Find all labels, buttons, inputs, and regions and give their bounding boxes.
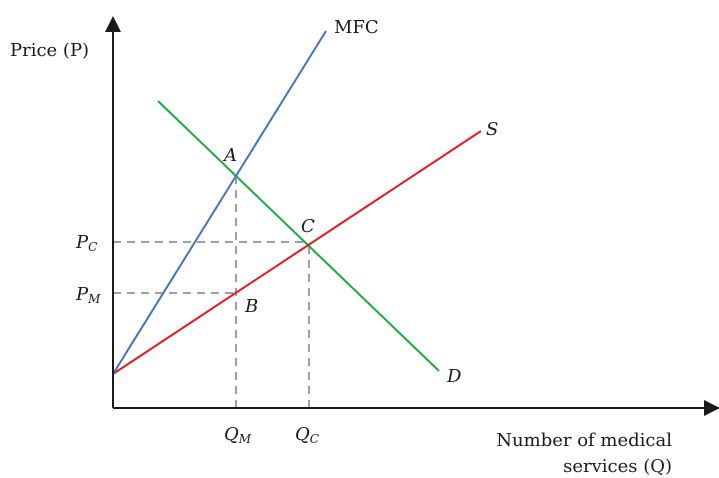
qm-tick-label: QM [224,424,252,446]
pm-tick-sub: M [87,292,101,306]
x-axis-title-line2: services (Q) [563,456,672,477]
pm-tick-label: PM [75,284,101,306]
pc-tick-label: PC [75,232,97,254]
supply-curve [112,130,482,375]
point-c-label: C [301,216,315,237]
point-b-label: B [244,296,258,317]
qm-tick-sub: M [238,432,252,446]
qc-tick-main: Q [295,424,310,445]
demand-curve [157,100,440,372]
qm-tick-main: Q [224,424,239,445]
point-a-label: A [222,145,237,166]
qc-tick-label: QC [295,424,319,446]
y-axis-title: Price (P) [10,40,89,61]
mfc-label: MFC [334,17,379,38]
pc-tick-main: P [75,232,89,253]
pm-tick-main: P [75,284,89,305]
pc-tick-sub: C [88,240,97,254]
demand-label: D [446,366,462,387]
supply-label: S [486,119,498,140]
mfc-curve [112,30,327,375]
x-axis-title-line1: Number of medical [496,430,672,451]
qc-tick-sub: C [310,432,319,446]
